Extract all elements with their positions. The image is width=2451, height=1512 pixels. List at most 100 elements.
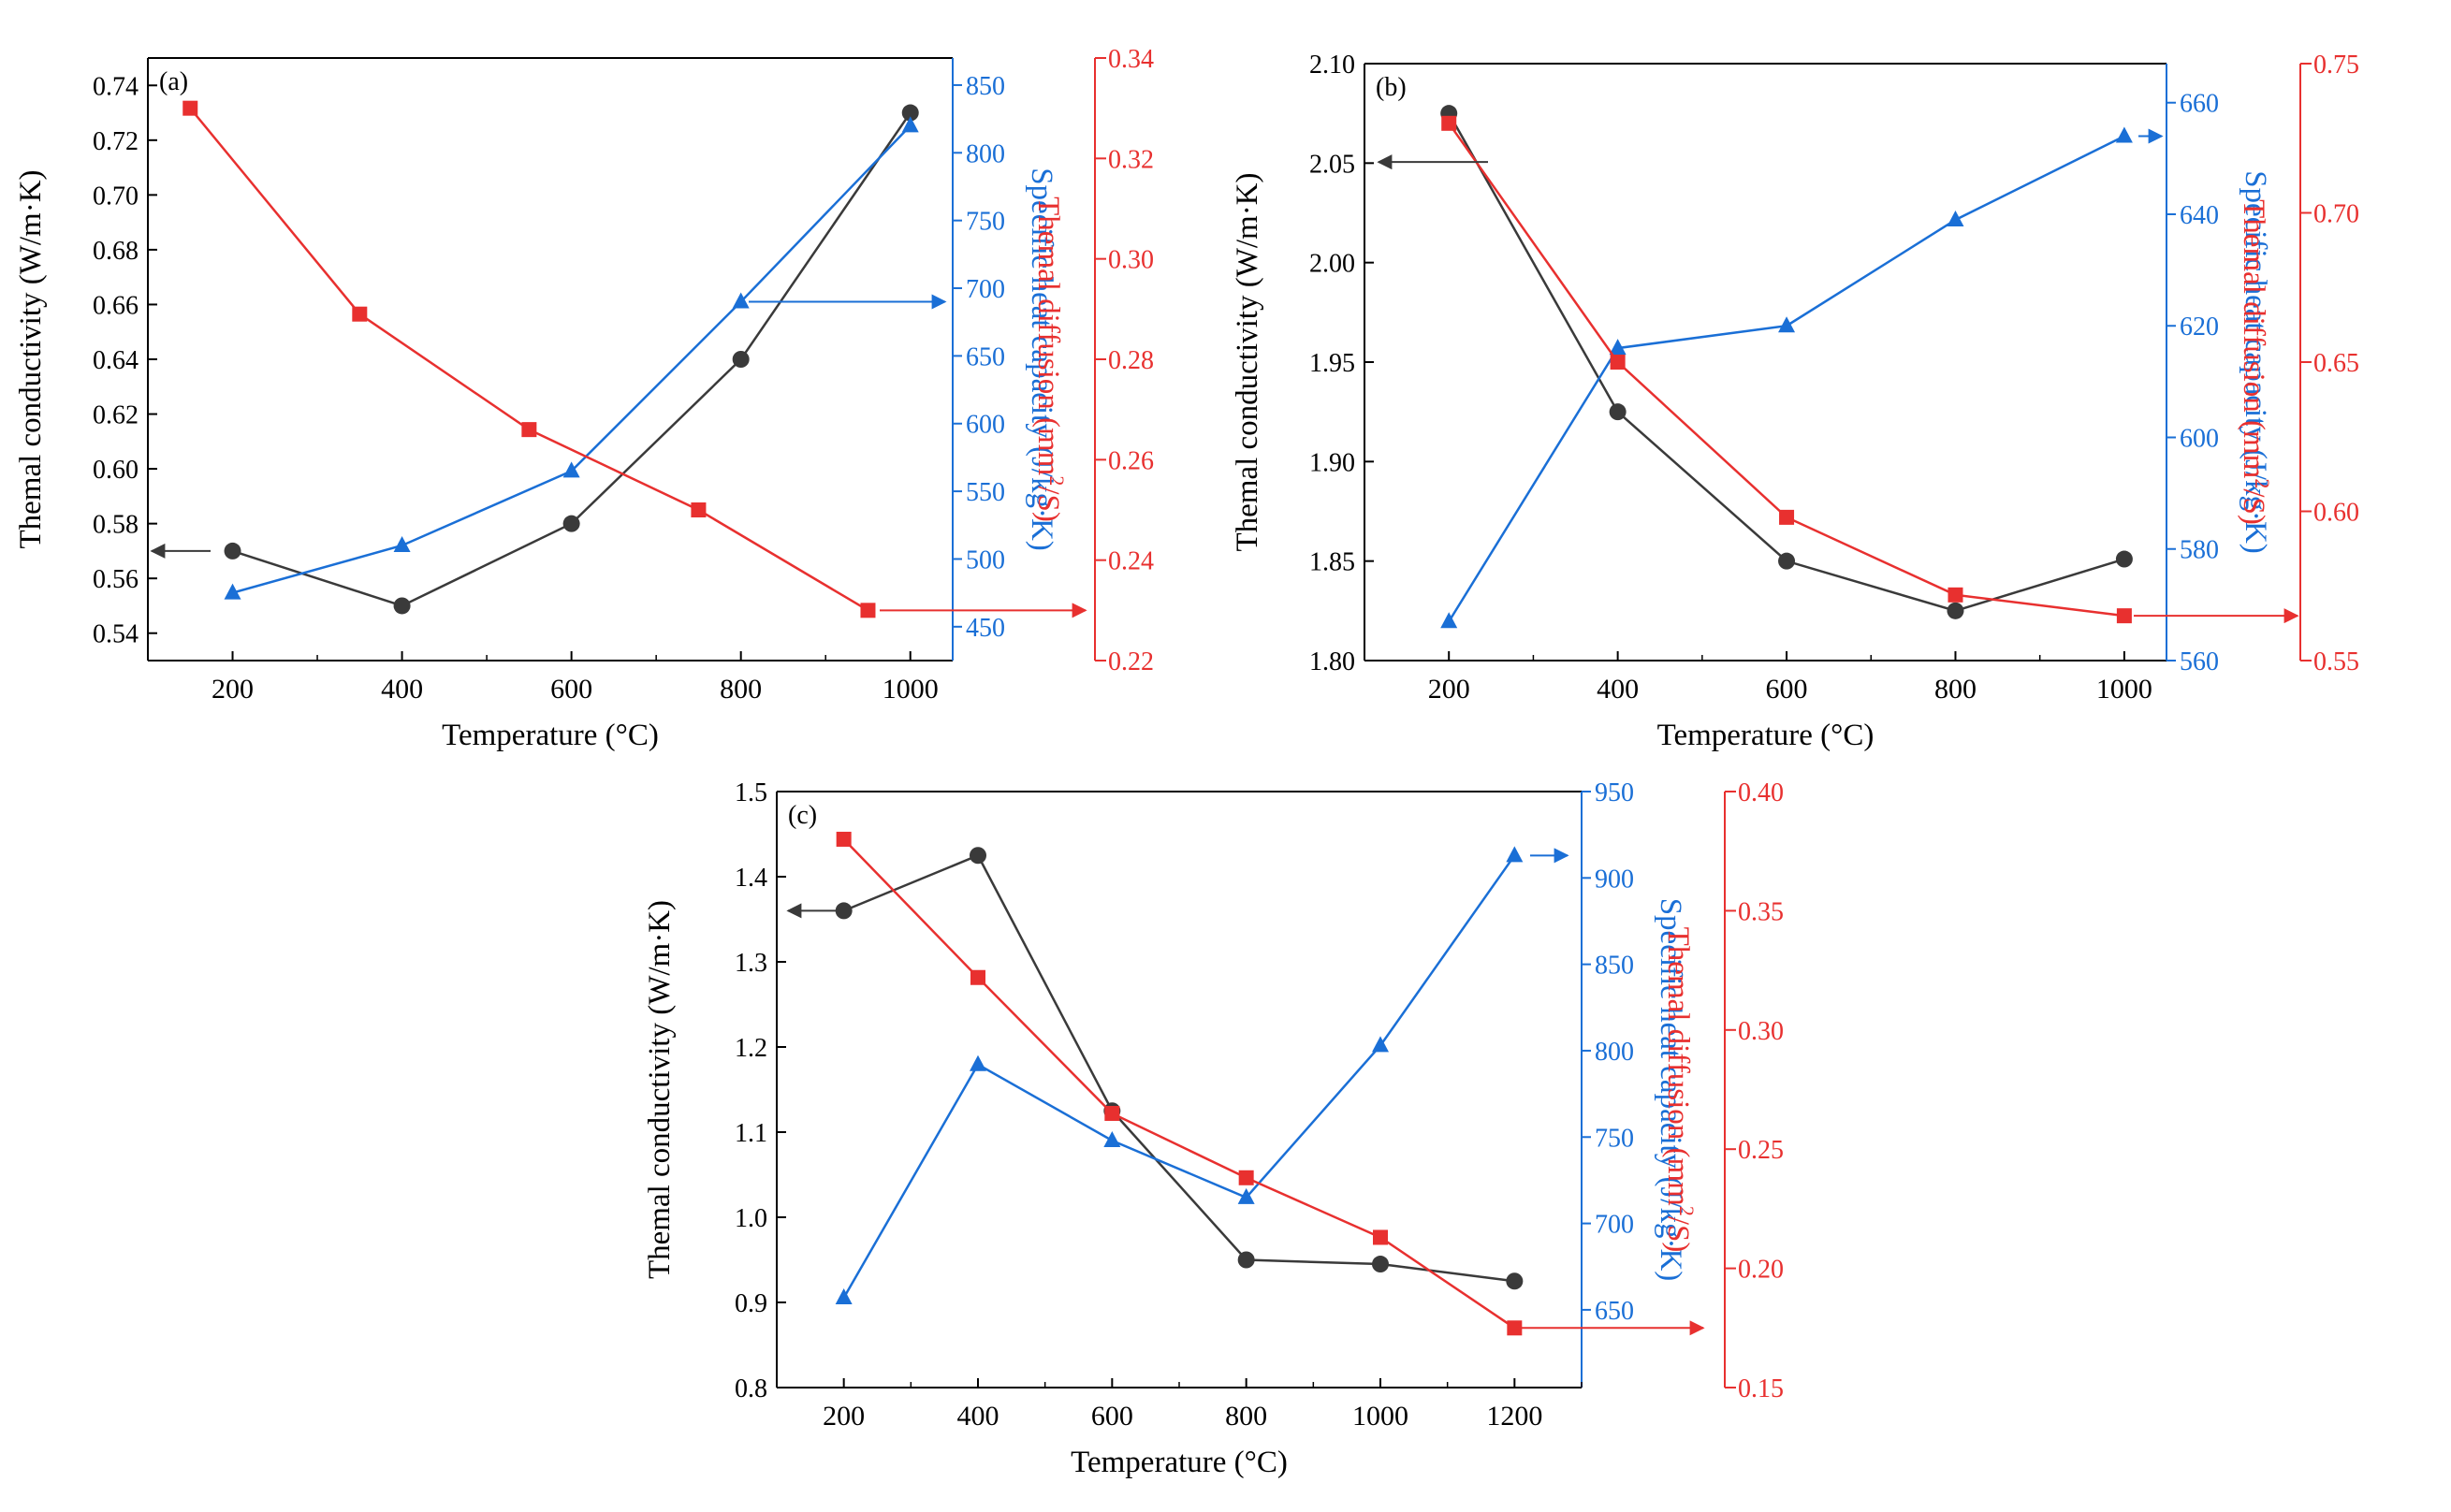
x-tick-label: 800 (720, 674, 762, 705)
conductivity-point (2115, 550, 2133, 568)
diffusion-point (691, 502, 707, 517)
diffusion-tick-label: 0.32 (1108, 145, 1154, 174)
conductivity-point (1609, 403, 1627, 421)
conductivity-point (732, 351, 750, 368)
series-line-specific-heat-capacity (842, 854, 1516, 1299)
diffusion-tick-label: 0.30 (1738, 1017, 1784, 1046)
left-tick-label: 1.80 (1309, 647, 1355, 676)
x-axis-label: Temperature (°C) (1071, 1446, 1288, 1479)
heat-capacity-tick-label: 580 (2180, 536, 2219, 565)
heat-capacity-axis-label: Specific heat capacity (J/kg·K) (1654, 898, 1687, 1282)
panel-label: (b) (1376, 73, 1407, 102)
diffusion-tick-label: 0.28 (1108, 346, 1154, 375)
left-tick-label: 1.95 (1309, 349, 1355, 378)
heat-capacity-point (970, 1054, 986, 1071)
diffusion-tick-label: 0.30 (1108, 246, 1154, 275)
x-tick-label: 400 (957, 1401, 999, 1432)
left-tick-label: 0.56 (93, 565, 139, 594)
chart-panel-c: 200 400 600 800 1000 1200 Temperature (°C) 0.8 0… (643, 778, 1784, 1479)
x-tick-label: 200 (1428, 674, 1470, 705)
left-tick-label: 1.90 (1309, 448, 1355, 477)
diffusion-axis-label: Themal diffusion (mm2/S) (1661, 927, 1700, 1253)
diffusion-tick-label: 0.70 (2313, 200, 2359, 229)
heat-capacity-axis-label: Specific heat capacity (J/kg·K) (1025, 167, 1058, 551)
heat-capacity-axis-label: Specific heat capacity (J/kg·K) (2239, 170, 2272, 554)
conductivity-point (835, 902, 853, 920)
heat-capacity-tick-label: 640 (2180, 201, 2219, 230)
diffusion-tick-label: 0.34 (1108, 45, 1154, 74)
diffusion-point (1948, 587, 1963, 603)
diffusion-tick-label: 0.15 (1738, 1374, 1784, 1403)
conductivity-point (393, 597, 411, 615)
left-tick-label: 0.60 (93, 456, 139, 485)
diffusion-tick-label: 0.20 (1738, 1256, 1784, 1285)
heat-capacity-tick-label: 560 (2180, 647, 2219, 676)
heat-capacity-point (224, 583, 241, 600)
diffusion-point (182, 100, 198, 116)
diffusion-tick-label: 0.35 (1738, 897, 1784, 926)
diffusion-point (1441, 115, 1457, 131)
heat-capacity-tick-label: 650 (966, 342, 1005, 371)
diffusion-tick-label: 0.25 (1738, 1136, 1784, 1165)
x-tick-label: 400 (1597, 674, 1639, 705)
heat-capacity-point (1440, 612, 1458, 629)
diffusion-point (1507, 1320, 1523, 1336)
x-tick-label: 1200 (1486, 1401, 1542, 1432)
heat-capacity-tick-label: 900 (1595, 865, 1634, 894)
series-line-themal-diffusion (1448, 123, 2125, 618)
x-tick-label: 1000 (883, 674, 939, 705)
heat-capacity-point (1947, 210, 1964, 226)
heat-capacity-tick-label: 850 (966, 72, 1005, 101)
diffusion-point (970, 969, 985, 985)
diffusion-tick-label: 0.60 (2313, 499, 2359, 528)
conductivity-point (1237, 1251, 1255, 1269)
panel-label: (a) (159, 67, 188, 96)
diffusion-tick-label: 0.40 (1738, 778, 1784, 807)
conductivity-point (224, 542, 241, 560)
diffusion-point (521, 422, 537, 438)
x-tick-label: 600 (1766, 674, 1808, 705)
heat-capacity-tick-label: 600 (2180, 424, 2219, 453)
heat-capacity-point (835, 1287, 853, 1304)
diffusion-tick-label: 0.26 (1108, 446, 1154, 475)
left-tick-label: 1.3 (735, 949, 767, 978)
x-tick-label: 200 (823, 1401, 865, 1432)
diffusion-point (1238, 1170, 1254, 1185)
left-tick-label: 0.72 (93, 127, 139, 156)
conductivity-point (901, 104, 919, 122)
heat-capacity-tick-label: 650 (1595, 1297, 1634, 1326)
diffusion-axis-label: Themal diffusion (mm2/S) (1031, 196, 1070, 522)
series-line-specific-heat-capacity (1448, 135, 2125, 622)
diffusion-tick-label: 0.22 (1108, 647, 1154, 676)
left-tick-label: 0.54 (93, 620, 139, 649)
diffusion-point (860, 603, 876, 618)
conductivity-point (1372, 1256, 1389, 1273)
heat-capacity-tick-label: 700 (1595, 1211, 1634, 1240)
heat-capacity-tick-label: 950 (1595, 778, 1634, 807)
left-tick-label: 0.58 (93, 511, 139, 540)
diffusion-point (1610, 355, 1626, 370)
conductivity-point (1778, 552, 1796, 570)
x-tick-label: 200 (212, 674, 254, 705)
heat-capacity-tick-label: 500 (966, 545, 1005, 574)
conductivity-point (1947, 602, 1964, 619)
diffusion-tick-label: 0.75 (2313, 51, 2359, 80)
left-tick-label: 1.2 (735, 1034, 767, 1063)
left-axis-label: Themal conductivity (W/m·K) (1231, 172, 1264, 551)
diffusion-point (2116, 608, 2132, 624)
x-tick-label: 800 (1934, 674, 1977, 705)
left-tick-label: 2.05 (1309, 150, 1355, 179)
diffusion-point (352, 306, 368, 322)
heat-capacity-tick-label: 700 (966, 275, 1005, 304)
left-tick-label: 0.70 (93, 182, 139, 211)
heat-capacity-point (1506, 846, 1524, 863)
x-tick-label: 800 (1225, 1401, 1267, 1432)
panel-label: (c) (788, 801, 817, 830)
diffusion-tick-label: 0.65 (2313, 349, 2359, 378)
series-line-themal-diffusion (189, 107, 869, 612)
x-tick-label: 1000 (2096, 674, 2152, 705)
left-tick-label: 0.68 (93, 237, 139, 266)
x-tick-label: 400 (381, 674, 423, 705)
left-tick-label: 0.66 (93, 291, 139, 320)
left-tick-label: 1.1 (735, 1119, 767, 1148)
